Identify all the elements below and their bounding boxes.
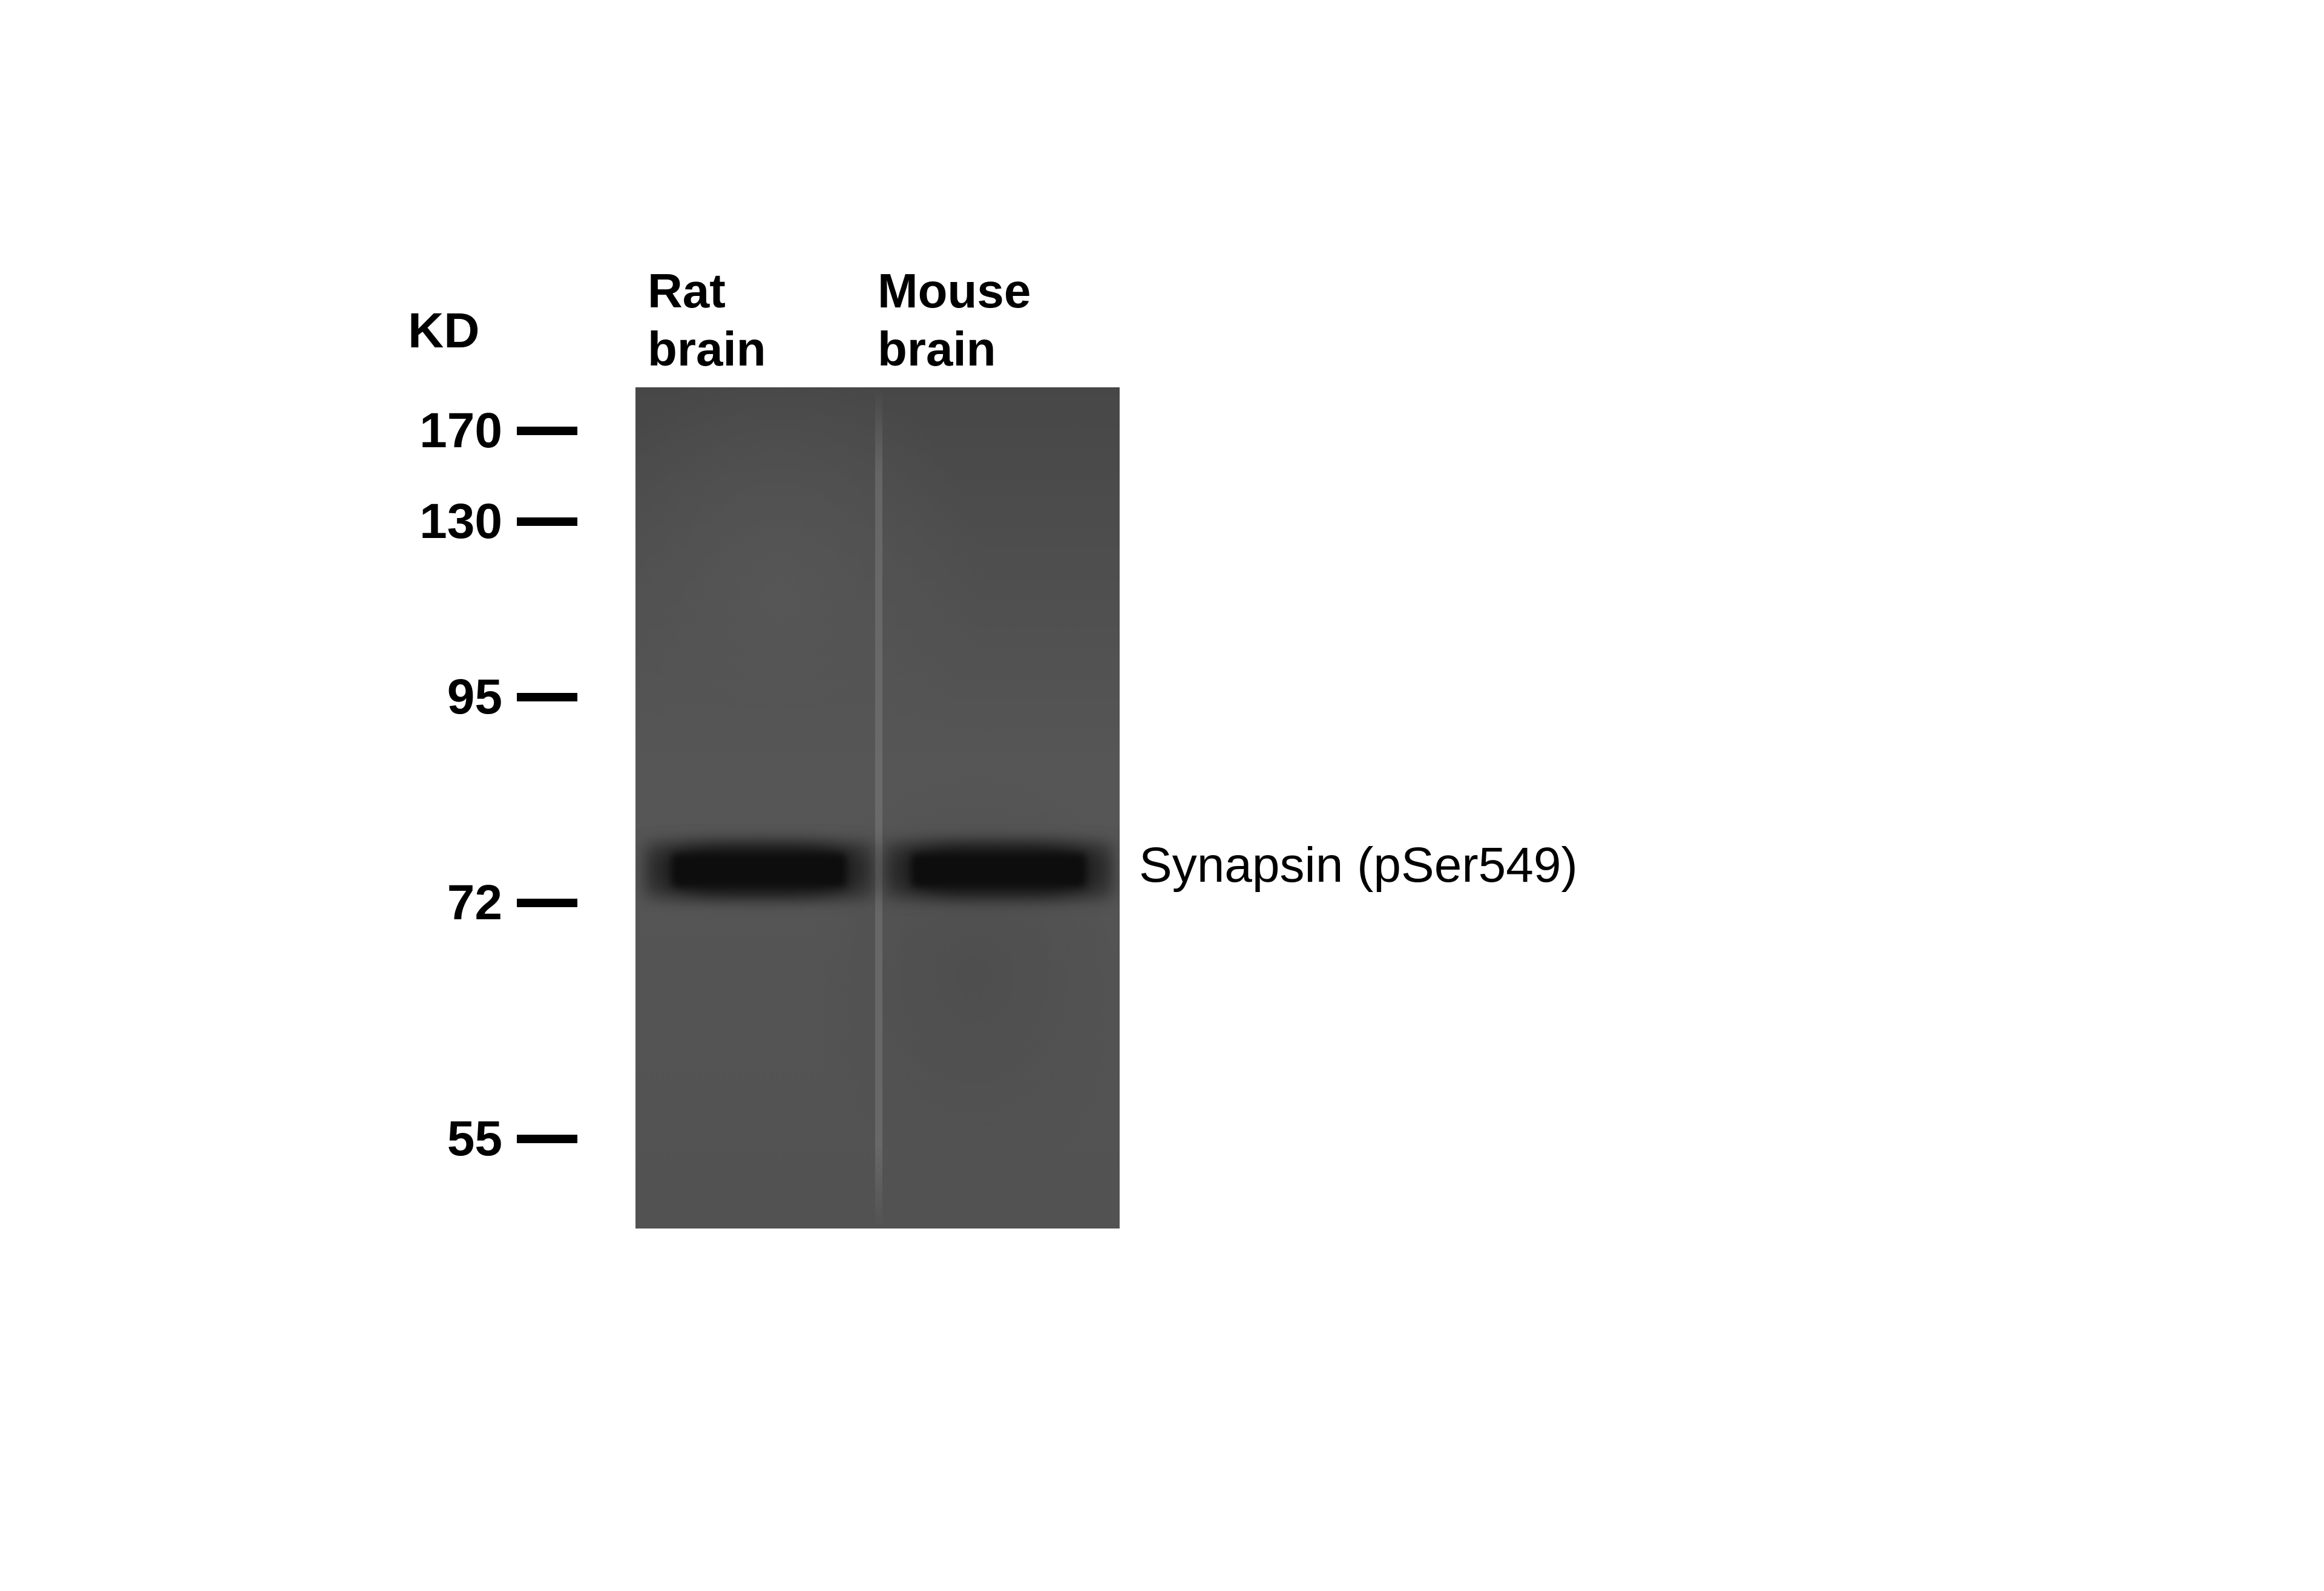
marker-tick (517, 693, 577, 701)
western-blot-figure: KD 170 130 95 72 55 Rat brain Mouse (393, 269, 1931, 1322)
lane-label-line2: brain (878, 320, 1083, 378)
marker-value: 72 (393, 874, 502, 931)
marker-tick (517, 517, 577, 526)
blot-membrane (635, 387, 1120, 1229)
band-rat-brain-core (672, 854, 847, 887)
lane-label-mouse-brain: Mouse brain (878, 262, 1083, 378)
marker-tick (517, 1135, 577, 1143)
marker-95: 95 (393, 669, 577, 726)
lane-label-rat-brain: Rat brain (648, 262, 829, 378)
marker-55: 55 (393, 1110, 577, 1167)
marker-72: 72 (393, 874, 577, 931)
marker-value: 55 (393, 1110, 502, 1167)
band-mouse-brain-core (911, 854, 1086, 887)
marker-value: 95 (393, 669, 502, 726)
marker-tick (517, 427, 577, 435)
lane-gap (875, 387, 882, 1229)
marker-value: 130 (393, 493, 502, 550)
protein-label: Synapsin (pSer549) (1139, 837, 1578, 894)
marker-170: 170 (393, 402, 577, 459)
lane-label-line1: Rat (648, 262, 829, 320)
lane-label-line2: brain (648, 320, 829, 378)
kd-heading: KD (408, 303, 479, 359)
marker-value: 170 (393, 402, 502, 459)
marker-tick (517, 899, 577, 907)
lane-label-line1: Mouse (878, 262, 1083, 320)
marker-130: 130 (393, 493, 577, 550)
